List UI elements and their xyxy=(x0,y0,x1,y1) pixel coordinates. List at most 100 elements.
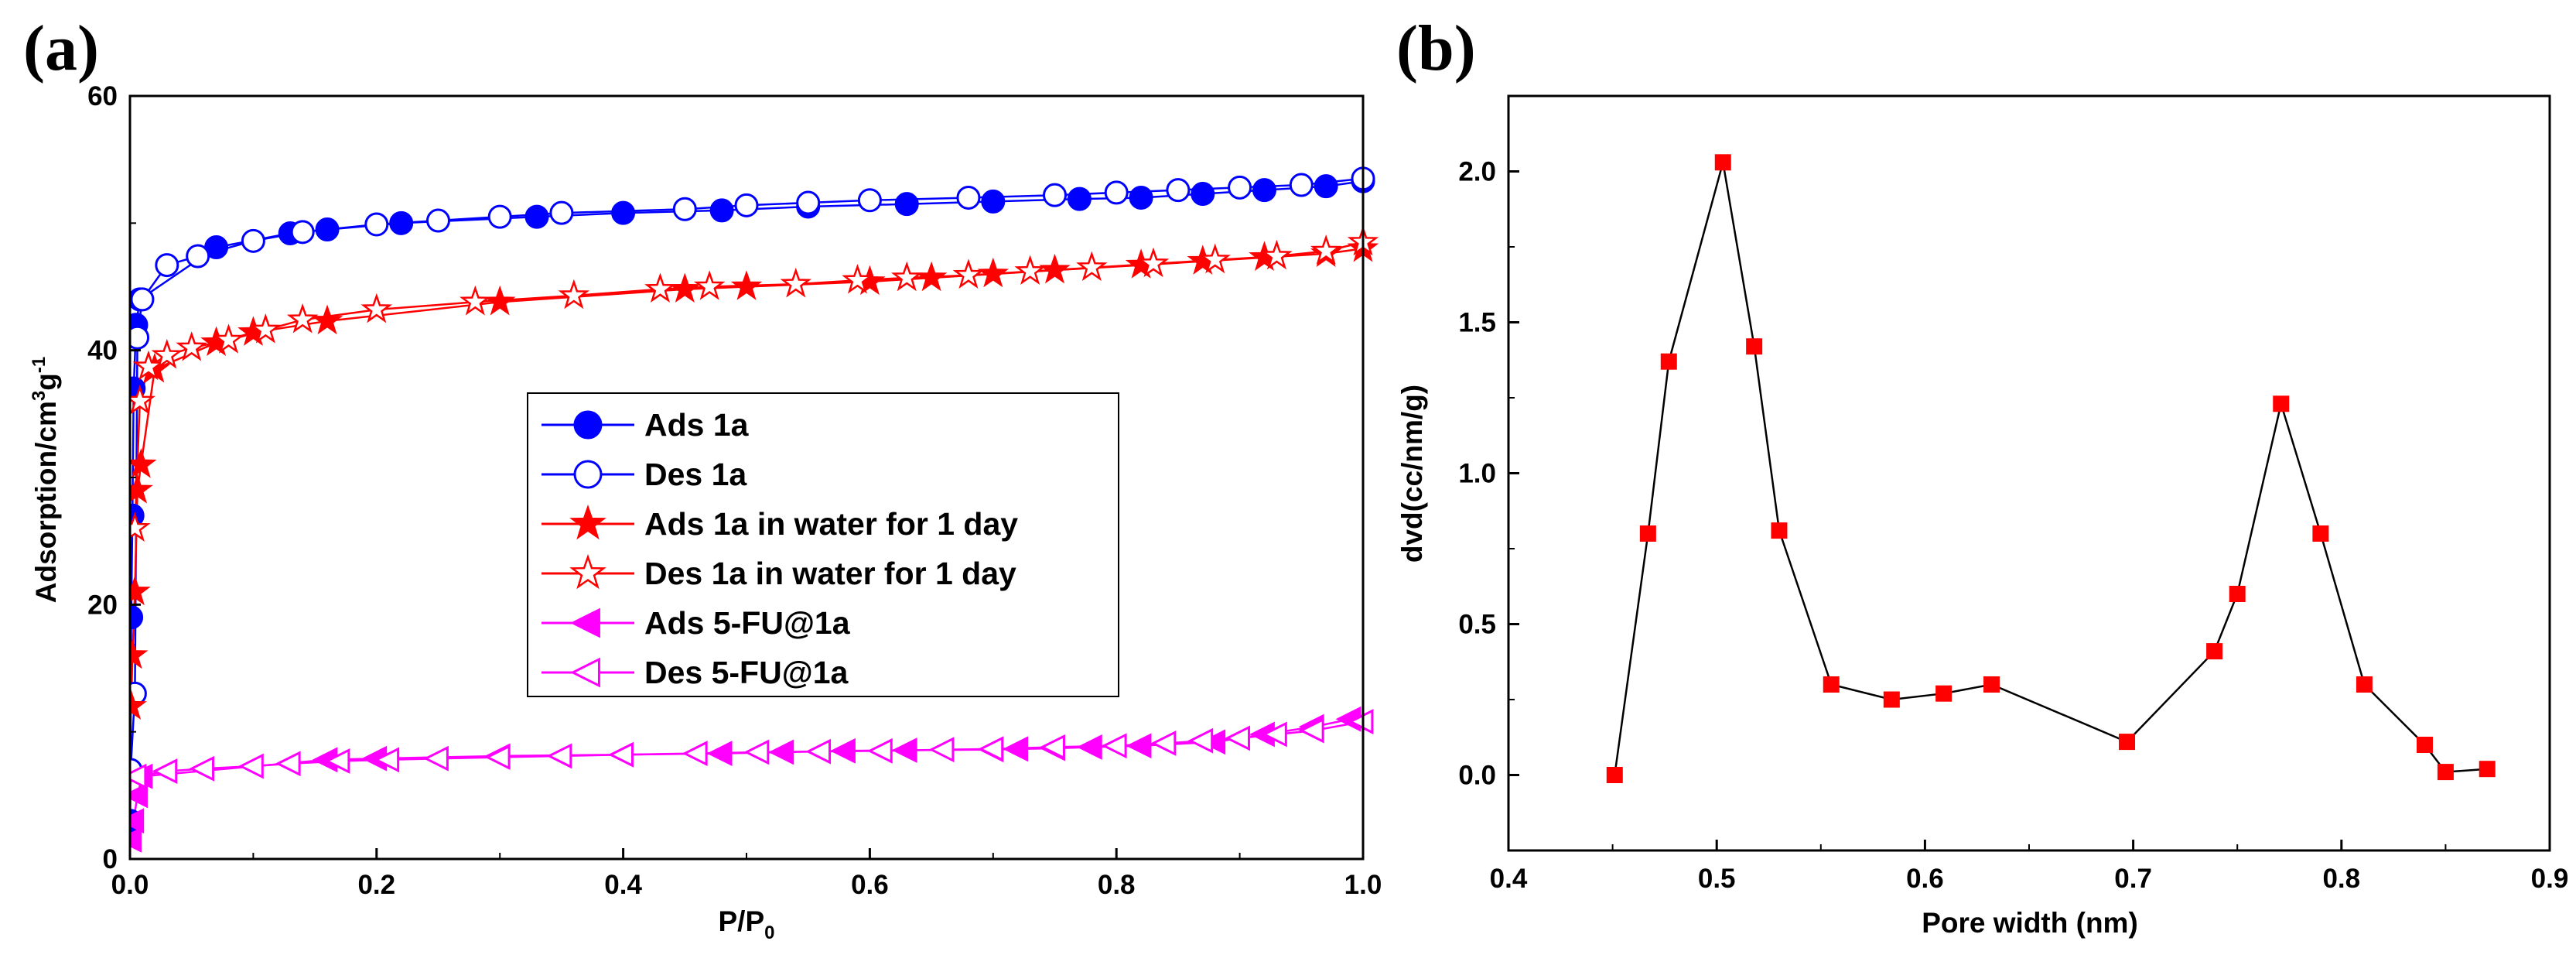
y-tick-label: 2.0 xyxy=(1458,157,1496,187)
panel-a: (a) 0.0 0.2 0.4 0.6 0.8 1.0 0 20 40 60 P/P0 Adsor… xyxy=(23,12,1382,943)
x-tick-label: 0.6 xyxy=(1906,864,1944,894)
y-tick-label: 0 xyxy=(103,844,118,874)
data-point-s4 xyxy=(1126,733,1152,759)
panel-a-xlabel: P/P0 xyxy=(719,905,775,943)
data-point-s2 xyxy=(730,270,763,300)
data-point-s2 xyxy=(130,474,153,504)
legend-marker xyxy=(570,657,600,688)
panel-a-ylabel: Adsorption/cm3g-1 xyxy=(29,357,62,603)
data-point-s5 xyxy=(608,741,634,768)
data-point-s0 xyxy=(1191,182,1215,207)
data-point-s1 xyxy=(1043,183,1067,207)
data-point-s1 xyxy=(155,253,179,278)
legend-marker xyxy=(569,553,606,590)
data-point-s5 xyxy=(1298,717,1324,744)
data-point-s3 xyxy=(151,338,183,369)
data-point-s3 xyxy=(1076,251,1108,282)
y-tick-label: 40 xyxy=(87,336,118,366)
x-tick-label: 0.8 xyxy=(1098,870,1136,900)
y-tick-label: 60 xyxy=(87,81,118,111)
data-point-s5 xyxy=(423,745,449,772)
legend-frame xyxy=(527,392,1119,697)
legend-label: Des 1a xyxy=(644,457,747,492)
x-tick-label: 0.9 xyxy=(2531,864,2569,894)
panel-a-ticks: 0.0 0.2 0.4 0.6 0.8 1.0 0 20 40 60 xyxy=(87,81,1382,900)
x-tick-label: 0.2 xyxy=(357,870,395,900)
data-point-s5 xyxy=(1261,721,1287,748)
data-point-s1 xyxy=(1104,180,1129,205)
data-point-s1 xyxy=(734,193,759,217)
data-point-s5 xyxy=(484,744,511,770)
data-point-s2 xyxy=(1039,253,1071,284)
x-tick-label: 0.4 xyxy=(604,870,642,900)
data-point-s4 xyxy=(1200,729,1226,755)
data-point-s5 xyxy=(130,763,147,789)
x-tick-label: 0.8 xyxy=(2322,864,2360,894)
data-point-s1 xyxy=(487,204,512,229)
x-tick-label: 1.0 xyxy=(1344,870,1382,900)
data-point-s3 xyxy=(1199,243,1231,274)
data-point-s0 xyxy=(981,189,1006,214)
data-point-s3 xyxy=(360,293,393,323)
legend-marker xyxy=(570,607,600,638)
data-point-s1 xyxy=(290,220,315,245)
data-point-s5 xyxy=(189,755,215,782)
data-point-s3 xyxy=(558,279,590,310)
y-tick-label: 1.0 xyxy=(1458,459,1496,489)
data-point-s3 xyxy=(460,285,491,316)
data-point xyxy=(1746,338,1763,355)
x-tick-label: 0.0 xyxy=(111,870,149,900)
data-point-s3 xyxy=(780,267,812,298)
legend-label: Ads 5-FU@1a xyxy=(644,605,851,641)
data-point-s3 xyxy=(130,512,151,542)
data-point-s3 xyxy=(842,263,873,294)
data-point-s5 xyxy=(866,737,893,764)
data-point-s2 xyxy=(130,448,157,478)
data-point xyxy=(2119,734,2136,751)
data-point-s5 xyxy=(1225,725,1250,751)
data-point xyxy=(2273,395,2290,412)
data-point xyxy=(1823,676,1840,693)
series-line-5 xyxy=(135,720,1364,778)
data-point-s5 xyxy=(682,741,708,767)
data-point-s5 xyxy=(1150,731,1177,756)
legend-marker xyxy=(569,504,606,540)
data-point-s1 xyxy=(549,200,574,225)
legend-label: Des 1a in water for 1 day xyxy=(644,556,1016,591)
data-point-s4 xyxy=(130,808,145,834)
legend-marker xyxy=(573,460,603,489)
data-point-s2 xyxy=(130,690,147,720)
data-point-s4 xyxy=(830,737,856,764)
data-point-s5 xyxy=(928,737,955,763)
x-tick-label: 0.5 xyxy=(1698,864,1736,894)
data-point xyxy=(2479,761,2496,778)
data-point-s1 xyxy=(1228,175,1252,200)
data-point-s2 xyxy=(130,638,149,669)
data-point-s2 xyxy=(130,575,151,606)
panel-b-plot-frame xyxy=(1507,94,2551,852)
data-point-s0 xyxy=(894,192,919,217)
data-point-s1 xyxy=(1166,178,1191,203)
data-point-s5 xyxy=(1187,727,1214,754)
data-point-s3 xyxy=(890,261,923,292)
data-point xyxy=(1639,525,1656,542)
data-point-s1 xyxy=(130,325,150,350)
data-point-s3 xyxy=(132,350,165,381)
data-point-s1 xyxy=(364,212,389,237)
data-point-s0 xyxy=(524,204,549,229)
data-point-s0 xyxy=(1067,186,1092,211)
data-point xyxy=(2229,586,2246,602)
y-tick-label: 0.5 xyxy=(1458,610,1496,640)
data-point-s2 xyxy=(977,257,1010,288)
data-point-s3 xyxy=(1261,239,1293,270)
data-point-s0 xyxy=(1314,174,1338,199)
data-point-s5 xyxy=(978,736,1004,762)
data-point-s5 xyxy=(374,747,400,773)
panel-a-legend: Ads 1a Des 1a Ads 1a in water for 1 day Des… xyxy=(527,392,1119,697)
data-point-s4 xyxy=(1003,736,1029,762)
data-point xyxy=(2206,643,2223,660)
data-point xyxy=(1606,767,1623,783)
panel-b: (b) 0.4 0.5 0.6 0.7 0.8 0.9 0.0 0.5 1.0 1.5 2.0 Po… xyxy=(1396,12,2568,939)
data-point-s3 xyxy=(213,323,244,354)
data-point-s0 xyxy=(389,210,414,235)
